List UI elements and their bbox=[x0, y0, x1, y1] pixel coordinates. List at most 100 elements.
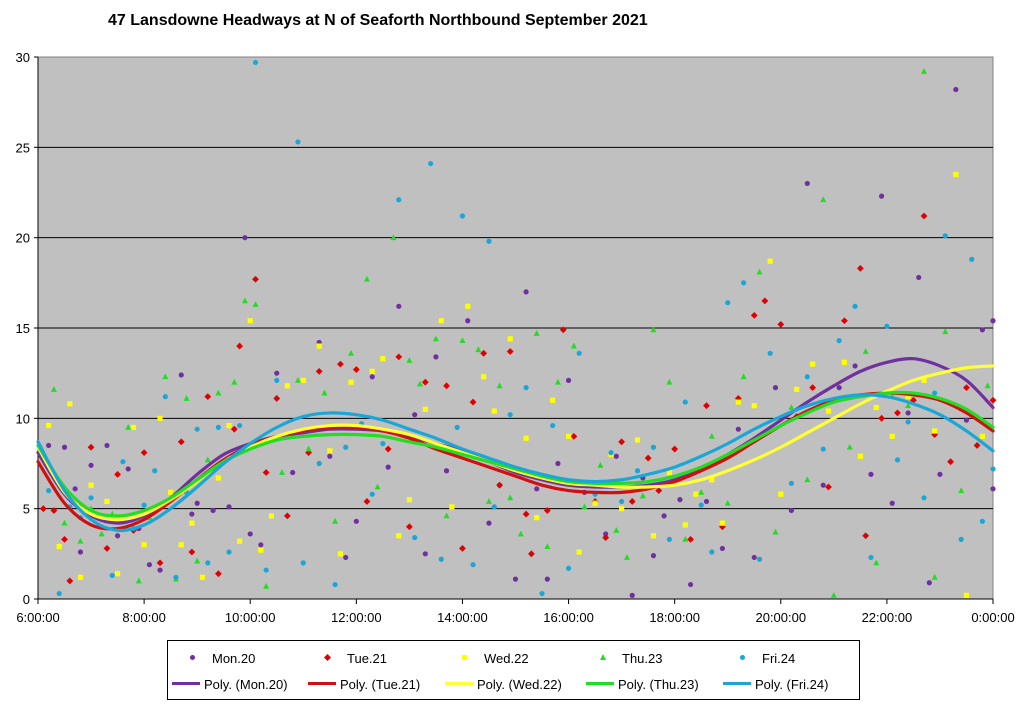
data-point bbox=[703, 402, 710, 410]
data-point bbox=[767, 350, 773, 356]
data-point bbox=[114, 533, 121, 539]
data-point bbox=[698, 502, 704, 508]
data-point bbox=[735, 426, 741, 432]
data-point bbox=[88, 462, 94, 468]
data-point bbox=[878, 193, 885, 199]
data-point bbox=[443, 382, 450, 390]
data-point bbox=[682, 399, 688, 405]
data-point bbox=[465, 318, 471, 324]
data-point bbox=[274, 370, 280, 376]
data-point bbox=[507, 494, 514, 501]
data-point bbox=[77, 574, 84, 580]
data-point bbox=[889, 500, 895, 506]
data-point bbox=[619, 506, 625, 512]
data-point bbox=[756, 556, 763, 562]
data-point bbox=[830, 591, 837, 598]
data-point bbox=[428, 160, 434, 167]
legend-item-tue21: Tue.21 bbox=[313, 648, 387, 668]
data-point bbox=[884, 323, 890, 329]
data-point bbox=[708, 433, 715, 439]
data-point bbox=[628, 498, 636, 505]
data-point bbox=[189, 511, 195, 517]
data-point bbox=[507, 336, 513, 342]
data-point bbox=[666, 378, 673, 385]
data-point bbox=[215, 424, 221, 430]
data-point bbox=[230, 425, 238, 433]
data-point bbox=[846, 443, 853, 450]
data-point bbox=[910, 396, 917, 404]
data-point bbox=[449, 504, 455, 510]
data-point bbox=[141, 542, 147, 548]
data-point bbox=[173, 574, 179, 580]
data-point bbox=[247, 531, 253, 537]
data-point bbox=[554, 378, 561, 385]
data-point bbox=[613, 453, 619, 459]
series-thu23 bbox=[50, 68, 991, 598]
line-swatch-icon bbox=[170, 674, 200, 694]
data-point bbox=[868, 471, 874, 477]
x-tick-label: 0:00:00 bbox=[971, 610, 1014, 625]
data-point bbox=[719, 520, 726, 526]
data-point bbox=[921, 68, 928, 74]
data-point bbox=[189, 520, 195, 526]
legend-item-thu23: Thu.23 bbox=[588, 648, 662, 668]
data-point bbox=[363, 275, 370, 282]
data-point bbox=[544, 576, 550, 582]
data-point bbox=[321, 389, 328, 396]
data-point bbox=[772, 385, 779, 391]
x-tick-label: 18:00:00 bbox=[649, 610, 700, 625]
data-point bbox=[565, 565, 572, 571]
data-point bbox=[841, 359, 848, 365]
data-point bbox=[698, 489, 705, 495]
data-point bbox=[263, 582, 270, 589]
data-point bbox=[363, 498, 371, 505]
data-point bbox=[544, 543, 551, 550]
data-point bbox=[539, 590, 545, 597]
y-tick-label: 20 bbox=[16, 231, 30, 246]
data-point bbox=[443, 512, 450, 519]
data-point bbox=[905, 402, 912, 409]
data-point bbox=[412, 412, 418, 418]
data-point bbox=[247, 318, 253, 324]
data-point bbox=[507, 412, 513, 418]
data-point bbox=[969, 256, 975, 262]
data-point bbox=[534, 515, 540, 521]
data-point bbox=[990, 486, 996, 492]
data-point bbox=[804, 374, 810, 380]
data-point bbox=[905, 394, 911, 400]
data-point bbox=[905, 419, 911, 425]
x-tick-label: 20:00:00 bbox=[755, 610, 806, 625]
y-tick-label: 5 bbox=[23, 502, 30, 517]
data-point bbox=[98, 530, 105, 537]
legend-label: Fri.24 bbox=[762, 650, 796, 666]
data-point bbox=[421, 378, 429, 386]
data-point bbox=[644, 454, 652, 462]
data-point bbox=[396, 303, 402, 309]
data-point bbox=[396, 197, 402, 203]
data-point bbox=[114, 470, 121, 478]
data-point bbox=[671, 445, 679, 453]
data-point bbox=[534, 486, 540, 492]
data-point bbox=[756, 268, 763, 275]
data-point bbox=[395, 353, 403, 361]
data-point bbox=[989, 396, 997, 404]
legend-label: Poly. (Mon.20) bbox=[204, 676, 288, 692]
data-point bbox=[639, 492, 646, 499]
data-point bbox=[523, 289, 529, 295]
data-point bbox=[279, 469, 286, 475]
data-point bbox=[788, 480, 794, 486]
legend-label: Mon.20 bbox=[212, 650, 256, 666]
data-point bbox=[67, 401, 73, 407]
data-point bbox=[533, 330, 540, 336]
data-point bbox=[46, 422, 52, 429]
data-point bbox=[432, 335, 439, 342]
legend-item-wed22: Wed.22 bbox=[450, 648, 529, 668]
data-point bbox=[252, 275, 259, 283]
legend-item-poly-mon20: Poly. (Mon.20) bbox=[170, 674, 288, 694]
circle-marker-icon bbox=[728, 648, 758, 668]
data-point bbox=[709, 477, 715, 483]
circle-marker-icon bbox=[178, 648, 208, 668]
data-point bbox=[942, 233, 948, 239]
legend-label: Thu.23 bbox=[622, 650, 663, 666]
data-point bbox=[188, 548, 196, 556]
